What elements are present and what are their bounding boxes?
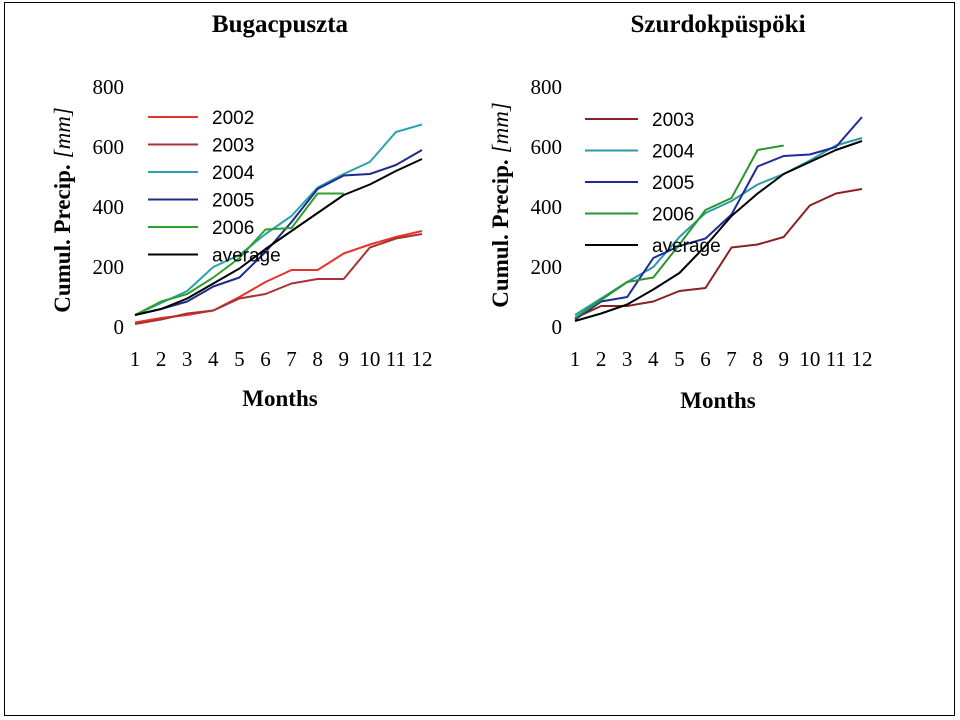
legend-label: 2003 (212, 136, 254, 157)
chart-title: Bugacpuszta (212, 11, 349, 38)
legend-label: 2004 (212, 163, 255, 184)
series-line-average (134, 158, 423, 316)
legend-label: 2002 (212, 108, 254, 129)
x-tick-label: 3 (182, 347, 193, 371)
x-tick-label: 6 (700, 347, 711, 371)
legend-label: 2003 (652, 110, 694, 131)
x-tick-label: 7 (286, 347, 297, 371)
x-tick-label: 11 (386, 347, 406, 371)
x-tick-label: 4 (648, 347, 659, 371)
series-line-2006 (574, 144, 784, 319)
series-line-2004 (134, 123, 423, 316)
chart-szurdokpuspoki: Szurdokpüspöki Cumul. Precip. [mm] 0 200 400 6… (488, 11, 873, 413)
x-tick-label: 12 (412, 347, 433, 371)
y-tick-label: 800 (531, 75, 563, 99)
chart-title: Szurdokpüspöki (630, 11, 805, 38)
legend-label: 2006 (212, 218, 254, 239)
y-tick-label: 600 (93, 135, 125, 159)
legend-label: 2005 (652, 173, 694, 194)
series-line-2005 (134, 149, 423, 316)
legend-label: 2005 (212, 191, 254, 212)
x-tick-label: 6 (260, 347, 271, 371)
legend-label: average (652, 236, 721, 257)
x-tick-label: 10 (359, 347, 380, 371)
y-tick-label: 0 (552, 315, 563, 339)
series-line-2006 (134, 192, 344, 316)
x-tick-label: 9 (338, 347, 349, 371)
chart-bugacpuszta: Bugacpuszta Cumul. Precip. [mm] 0 200 400 600 8… (50, 11, 433, 411)
y-tick-label: 0 (114, 315, 125, 339)
x-tick-label: 5 (234, 347, 245, 371)
y-axis-label: Cumul. Precip. [mm] (50, 107, 75, 313)
y-tick-label: 200 (93, 255, 125, 279)
y-axis-unit: [mm] (50, 107, 75, 158)
x-tick-label: 2 (596, 347, 607, 371)
y-tick-label: 400 (93, 195, 125, 219)
legend-label: average (212, 246, 281, 267)
figure-frame (4, 2, 955, 716)
x-tick-label: 12 (852, 347, 873, 371)
x-axis-label: Months (680, 388, 755, 413)
x-tick-label: 11 (826, 347, 846, 371)
series-line-2003 (134, 233, 423, 325)
x-tick-label: 7 (726, 347, 737, 371)
x-tick-label: 9 (778, 347, 789, 371)
y-tick-label: 400 (531, 195, 563, 219)
y-axis-label: Cumul. Precip. [mm] (488, 102, 513, 308)
x-tick-label: 1 (130, 347, 141, 371)
legend-label: 2004 (652, 142, 695, 163)
y-axis-label-text: Cumul. Precip. (50, 164, 75, 312)
x-tick-label: 3 (622, 347, 633, 371)
y-tick-label: 600 (531, 135, 563, 159)
x-tick-label: 8 (312, 347, 323, 371)
y-axis-label-text: Cumul. Precip. (488, 159, 513, 307)
x-tick-label: 5 (674, 347, 685, 371)
y-tick-label: 200 (531, 255, 563, 279)
legend-label: 2006 (652, 205, 694, 226)
y-tick-label: 800 (93, 75, 125, 99)
series-line-2005 (574, 116, 863, 321)
x-tick-label: 8 (752, 347, 763, 371)
x-tick-label: 1 (570, 347, 581, 371)
x-tick-label: 10 (799, 347, 820, 371)
x-axis-label: Months (242, 386, 317, 411)
series-line-average (574, 140, 863, 322)
x-tick-label: 4 (208, 347, 219, 371)
x-tick-label: 2 (156, 347, 167, 371)
y-axis-unit: [mm] (488, 102, 513, 153)
